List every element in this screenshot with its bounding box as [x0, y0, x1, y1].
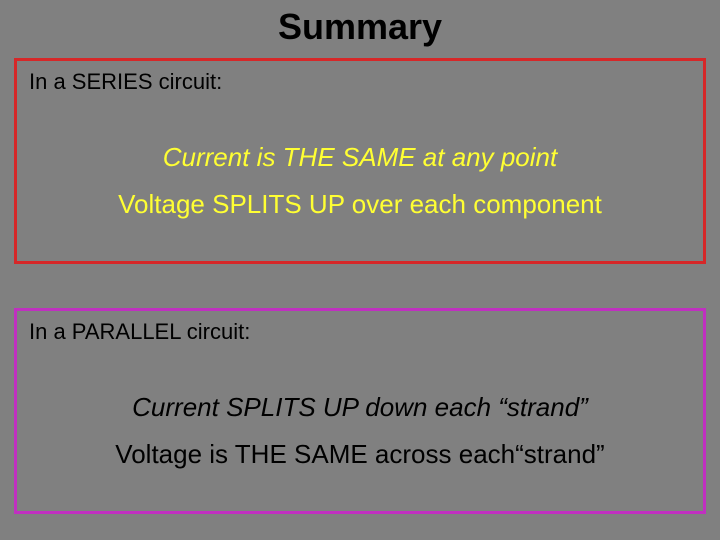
series-heading: In a SERIES circuit: — [27, 69, 693, 95]
slide-title: Summary — [0, 0, 720, 58]
series-line-current: Current is THE SAME at any point — [27, 143, 693, 172]
parallel-line-voltage: Voltage is THE SAME across each“strand” — [27, 440, 693, 469]
parallel-line-current: Current SPLITS UP down each “strand” — [27, 393, 693, 422]
parallel-heading: In a PARALLEL circuit: — [27, 319, 693, 345]
series-box: In a SERIES circuit: Current is THE SAME… — [14, 58, 706, 264]
series-line-voltage: Voltage SPLITS UP over each component — [27, 190, 693, 219]
parallel-box: In a PARALLEL circuit: Current SPLITS UP… — [14, 308, 706, 514]
